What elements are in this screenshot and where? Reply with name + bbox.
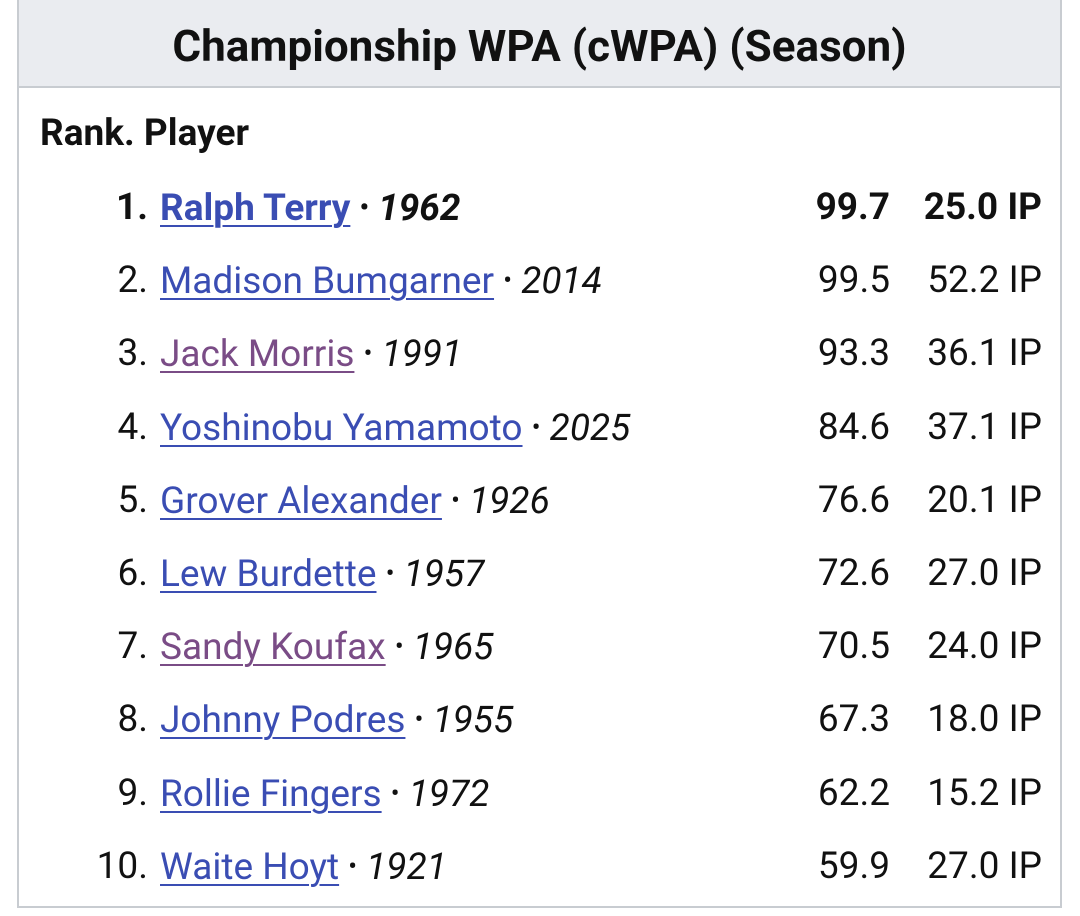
- separator: •: [531, 412, 541, 443]
- cwpa: 99.7: [815, 186, 890, 229]
- rank: 5.: [117, 478, 148, 522]
- rank: 3.: [117, 332, 148, 376]
- innings: 27.0 IP: [927, 552, 1042, 595]
- table-heading: Rank. Player: [40, 112, 250, 155]
- player-link[interactable]: Rollie Fingers: [160, 772, 382, 816]
- innings: 52.2 IP: [927, 259, 1042, 303]
- innings: 37.1 IP: [927, 405, 1042, 449]
- year: 1955: [432, 699, 514, 743]
- cwpa: 72.6: [817, 552, 890, 595]
- player-cell: Ralph Terry • 1962: [160, 186, 461, 231]
- player-cell: Waite Hoyt • 1921: [160, 845, 447, 890]
- year: 1972: [408, 772, 490, 816]
- rank: 2.: [117, 259, 148, 303]
- innings: 36.1 IP: [927, 332, 1042, 376]
- player-link[interactable]: Ralph Terry: [160, 187, 351, 230]
- player-link[interactable]: Yoshinobu Yamamoto: [160, 406, 523, 450]
- cwpa: 84.6: [817, 405, 890, 449]
- player-cell: Jack Morris • 1991: [160, 332, 462, 377]
- cwpa: 59.9: [817, 844, 890, 888]
- separator: •: [348, 851, 358, 882]
- separator: •: [414, 705, 424, 736]
- player-link[interactable]: Sandy Koufax: [160, 626, 386, 670]
- cwpa: 70.5: [817, 625, 890, 669]
- rank: 4.: [117, 405, 148, 449]
- rank: 10.: [96, 844, 148, 888]
- player-cell: Sandy Koufax • 1965: [160, 625, 493, 670]
- innings: 15.2 IP: [927, 771, 1042, 815]
- cwpa: 67.3: [817, 698, 890, 742]
- player-cell: Lew Burdette • 1957: [160, 552, 484, 597]
- rank: 7.: [117, 625, 148, 669]
- cwpa: 93.3: [817, 332, 890, 376]
- player-link[interactable]: Grover Alexander: [160, 479, 442, 523]
- player-cell: Madison Bumgarner • 2014: [160, 259, 602, 304]
- year: 1965: [412, 626, 494, 670]
- separator: •: [503, 266, 512, 297]
- player-link[interactable]: Lew Burdette: [160, 553, 377, 596]
- rank: 9.: [117, 771, 148, 815]
- separator: •: [359, 193, 369, 223]
- innings: 24.0 IP: [927, 625, 1042, 669]
- innings: 27.0 IP: [927, 844, 1042, 888]
- year: 2014: [521, 260, 602, 304]
- table-box: [17, 88, 1062, 908]
- separator: •: [390, 778, 400, 809]
- year: 1957: [403, 553, 485, 596]
- year: 1926: [469, 479, 550, 523]
- innings: 18.0 IP: [927, 698, 1042, 742]
- player-link[interactable]: Madison Bumgarner: [160, 260, 495, 304]
- cwpa: 62.2: [817, 771, 890, 815]
- year: 1921: [366, 845, 447, 889]
- separator: •: [394, 632, 404, 663]
- player-cell: Rollie Fingers • 1972: [160, 772, 489, 817]
- rank: 8.: [117, 698, 148, 742]
- separator: •: [451, 485, 460, 516]
- player-link[interactable]: Jack Morris: [160, 333, 355, 377]
- year: 1991: [381, 333, 463, 377]
- player-cell: Grover Alexander • 1926: [160, 479, 550, 524]
- year: 1962: [378, 187, 461, 230]
- player-cell: Yoshinobu Yamamoto • 2025: [160, 406, 630, 451]
- player-link[interactable]: Waite Hoyt: [160, 845, 340, 889]
- separator: •: [363, 339, 373, 370]
- cwpa: 99.5: [817, 259, 890, 303]
- year: 2025: [549, 406, 631, 450]
- player-cell: Johnny Podres • 1955: [160, 698, 513, 743]
- separator: •: [385, 559, 395, 589]
- player-link[interactable]: Johnny Podres: [160, 699, 406, 743]
- innings: 25.0 IP: [923, 186, 1042, 229]
- rank: 6.: [117, 552, 148, 595]
- cwpa: 76.6: [817, 478, 890, 522]
- table-title: Championship WPA (cWPA) (Season): [17, 0, 1062, 88]
- innings: 20.1 IP: [927, 478, 1042, 522]
- rank: 1.: [116, 186, 148, 229]
